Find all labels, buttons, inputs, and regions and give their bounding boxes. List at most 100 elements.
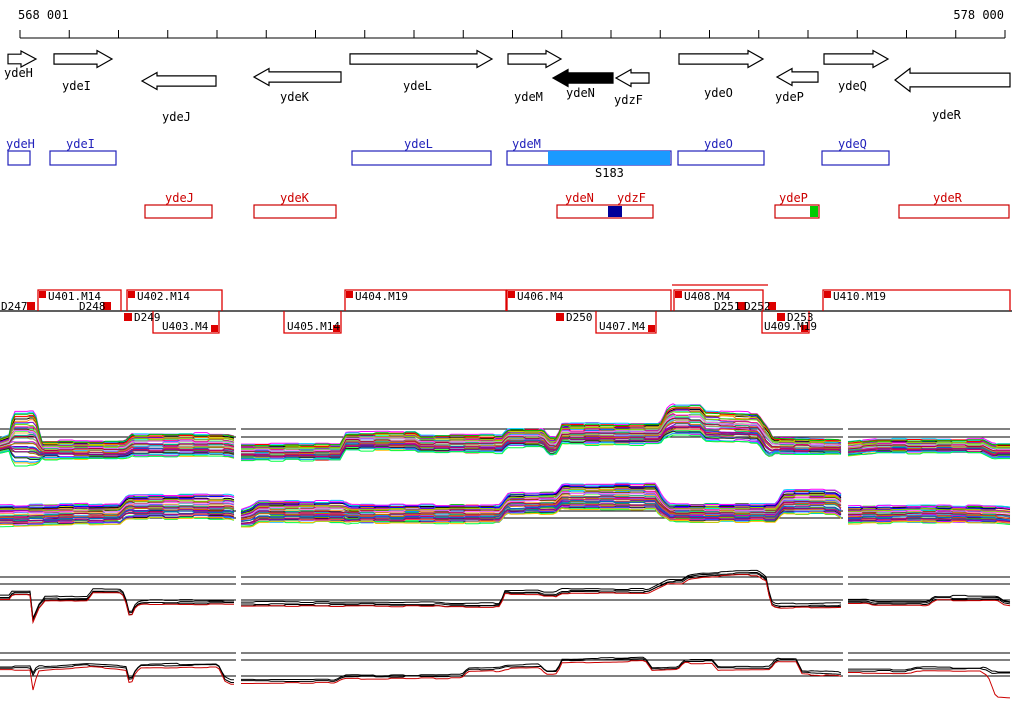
gene-arrow-ydeN[interactable] bbox=[551, 68, 614, 88]
annotation-box-ydeI[interactable] bbox=[49, 150, 117, 166]
signal-trace bbox=[240, 491, 842, 518]
signal-trace bbox=[0, 592, 234, 625]
gene-label-ydeM: ydeM bbox=[514, 90, 543, 104]
probe-marker-D252[interactable] bbox=[768, 302, 776, 310]
annotation-label-ydeK: ydeK bbox=[280, 191, 310, 205]
signal-panel-3 bbox=[0, 569, 1011, 625]
signal-panel-1 bbox=[0, 403, 1010, 467]
probe-marker-D253[interactable] bbox=[777, 313, 785, 321]
gene-arrow-ydeK[interactable] bbox=[252, 67, 342, 87]
probe-segment-label-U410.M19: U410.M19 bbox=[833, 290, 886, 303]
signal-trace bbox=[0, 443, 235, 454]
probe-marker-label-D247: D247 bbox=[1, 300, 28, 313]
probe-segment-marker-U402.M14[interactable] bbox=[128, 291, 135, 298]
signal-trace bbox=[847, 508, 1011, 513]
signal-trace bbox=[240, 488, 842, 515]
probe-marker-D247[interactable] bbox=[27, 302, 35, 310]
annotation-insert-ydeP-insert[interactable] bbox=[810, 206, 818, 217]
probe-segment-marker-U403.M4[interactable] bbox=[211, 325, 218, 332]
gene-arrow-ydeP[interactable] bbox=[775, 67, 819, 87]
annotation-label-ydeR: ydeR bbox=[933, 191, 963, 205]
annotation-box-ydeJ[interactable] bbox=[144, 204, 213, 219]
annotation-box-ydeN[interactable] bbox=[556, 204, 654, 219]
annotation-label-ydeH: ydeH bbox=[6, 137, 35, 151]
signal-trace bbox=[241, 417, 841, 454]
gene-arrow-ydeJ[interactable] bbox=[140, 71, 217, 91]
gene-arrow-ydeR[interactable] bbox=[894, 67, 1011, 93]
signal-trace bbox=[0, 590, 234, 622]
probe-segment-U408.M4[interactable] bbox=[673, 289, 764, 311]
annotation-box-ydeO[interactable] bbox=[677, 150, 765, 166]
probe-segment-track: U401.M14 U402.M14 U404.M19 U406.M4 U408.M4 U4… bbox=[0, 284, 1012, 334]
signal-trace bbox=[241, 434, 842, 462]
signal-trace bbox=[0, 429, 235, 450]
annotation-box-ydeQ[interactable] bbox=[821, 150, 890, 166]
signal-trace bbox=[847, 439, 1010, 446]
signal-trace bbox=[847, 504, 1011, 510]
probe-segment-U410.M19[interactable] bbox=[822, 289, 1011, 311]
annotation-box-ydeK[interactable] bbox=[253, 204, 337, 219]
probe-segment-marker-U410.M19[interactable] bbox=[824, 291, 831, 298]
annotation-label-ydeM: ydeM bbox=[512, 137, 541, 151]
signal-trace bbox=[848, 599, 1011, 607]
probe-segment-label-U406.M4: U406.M4 bbox=[517, 290, 564, 303]
gene-arrow-ydeI[interactable] bbox=[53, 49, 114, 69]
gene-label-ydeI: ydeI bbox=[62, 79, 91, 93]
annotation-label-ydeI: ydeI bbox=[66, 137, 95, 151]
probe-segment-marker-U409.M19[interactable] bbox=[801, 325, 808, 332]
annotation-box-ydeP[interactable] bbox=[774, 204, 820, 219]
probe-marker-label-D252: D252 bbox=[744, 300, 771, 313]
probe-segment-U401.M14[interactable] bbox=[37, 289, 122, 311]
probe-marker-D251[interactable] bbox=[738, 302, 746, 310]
gene-arrow-ydeO[interactable] bbox=[678, 49, 765, 69]
probe-segment-U403.M4[interactable] bbox=[152, 311, 220, 334]
gene-label-ydeK: ydeK bbox=[280, 90, 310, 104]
signal-trace bbox=[241, 572, 842, 607]
signal-trace bbox=[241, 411, 842, 450]
probe-marker-D250[interactable] bbox=[556, 313, 564, 321]
signal-trace bbox=[0, 450, 235, 467]
gene-arrow-ydeH[interactable] bbox=[7, 50, 38, 68]
probe-segment-label-U401.M14: U401.M14 bbox=[48, 290, 101, 303]
probe-segment-marker-U405.M14[interactable] bbox=[333, 325, 340, 332]
signal-trace bbox=[847, 450, 1010, 459]
transcript-track-reverse: ydeJ ydeK ydeN ydzF ydeP ydeR bbox=[144, 191, 1010, 219]
probe-segment-U409.M19[interactable] bbox=[761, 311, 810, 334]
transcript-track-forward: ydeH ydeI ydeL ydeM S183 ydeO ydeQ bbox=[6, 137, 890, 180]
probe-segment-U402.M14[interactable] bbox=[126, 289, 223, 311]
probe-marker-D249[interactable] bbox=[124, 313, 132, 321]
annotation-box-ydeH[interactable] bbox=[7, 150, 31, 166]
signal-trace bbox=[0, 663, 234, 683]
probe-marker-label-D248: D248 bbox=[79, 300, 106, 313]
probe-segment-marker-U401.M14[interactable] bbox=[39, 291, 46, 298]
signal-trace bbox=[0, 424, 235, 448]
annotation-insert-ydeN-insert[interactable] bbox=[608, 206, 622, 217]
annotation-label-ydzF: ydzF bbox=[617, 191, 646, 205]
probe-marker-label-D249: D249 bbox=[134, 311, 161, 324]
probe-marker-D248[interactable] bbox=[103, 302, 111, 310]
probe-marker-label-D253: D253 bbox=[787, 311, 814, 324]
annotation-box-ydeR[interactable] bbox=[898, 204, 1010, 219]
gene-arrow-ydzF[interactable] bbox=[614, 68, 650, 88]
probe-segment-U406.M4[interactable] bbox=[506, 289, 672, 311]
probe-segment-marker-U404.M19[interactable] bbox=[346, 291, 353, 298]
annotation-label-S183: S183 bbox=[595, 166, 624, 180]
signal-trace bbox=[241, 574, 842, 609]
probe-segment-U405.M14[interactable] bbox=[283, 311, 342, 334]
gene-arrow-ydeM[interactable] bbox=[507, 49, 563, 69]
annotation-box-ydeL[interactable] bbox=[351, 150, 492, 166]
probe-segment-marker-U408.M4[interactable] bbox=[675, 291, 682, 298]
signal-panel-2 bbox=[0, 482, 1011, 528]
probe-segment-U407.M4[interactable] bbox=[595, 311, 657, 334]
gene-arrow-ydeQ[interactable] bbox=[823, 49, 890, 69]
gene-arrow-ydeL[interactable] bbox=[349, 49, 494, 69]
annotation-box-S183[interactable] bbox=[548, 151, 670, 165]
signal-trace bbox=[241, 569, 842, 605]
probe-segment-marker-U406.M4[interactable] bbox=[508, 291, 515, 298]
probe-segment-U404.M19[interactable] bbox=[344, 289, 507, 311]
signal-trace bbox=[0, 514, 235, 525]
probe-segment-marker-U407.M4[interactable] bbox=[648, 325, 655, 332]
signal-trace bbox=[240, 494, 842, 519]
signal-trace bbox=[847, 444, 1010, 452]
